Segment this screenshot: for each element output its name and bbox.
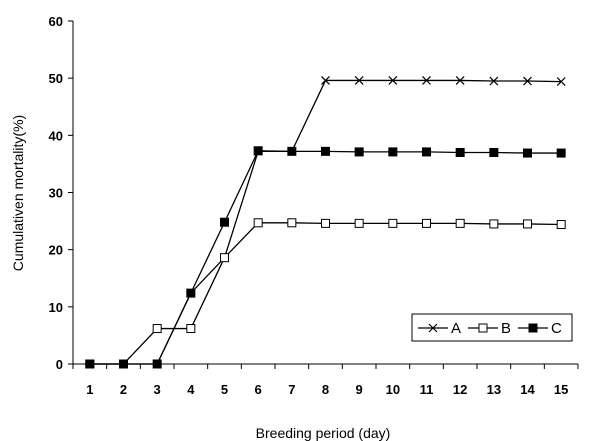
data-point xyxy=(556,77,566,87)
data-point xyxy=(354,147,364,157)
data-point xyxy=(220,253,229,263)
x-tick-label: 12 xyxy=(453,382,467,397)
y-tick-label: 10 xyxy=(49,300,63,315)
data-point xyxy=(354,218,364,228)
x-tick-label: 1 xyxy=(86,382,93,397)
legend-label: C xyxy=(551,320,562,337)
data-point xyxy=(556,220,566,230)
axes xyxy=(72,21,578,365)
data-point xyxy=(85,359,95,369)
series-layer xyxy=(85,76,566,369)
data-point xyxy=(489,76,499,86)
data-point xyxy=(321,218,330,228)
x-tick-label: 9 xyxy=(356,382,363,397)
data-point xyxy=(422,76,431,85)
legend-marker xyxy=(528,323,538,333)
data-point xyxy=(523,219,532,229)
legend-item-a: A xyxy=(418,320,461,337)
y-tick-label: 50 xyxy=(49,71,63,86)
data-point xyxy=(523,148,532,158)
data-point xyxy=(455,218,465,228)
data-point xyxy=(253,146,263,156)
x-tick-label: 13 xyxy=(487,382,501,397)
x-tick-label: 11 xyxy=(420,382,434,397)
series-b xyxy=(85,218,566,369)
x-tick-label: 6 xyxy=(255,382,262,397)
data-point xyxy=(119,359,128,369)
x-tick-label: 15 xyxy=(554,382,568,397)
x-tick-label: 3 xyxy=(154,382,161,397)
x-tick-label: 7 xyxy=(288,382,295,397)
data-point xyxy=(253,218,263,228)
x-tick-label: 2 xyxy=(120,382,127,397)
x-tick-label: 5 xyxy=(221,382,228,397)
data-point xyxy=(422,218,431,228)
legend-label: A xyxy=(451,320,461,337)
data-point xyxy=(354,76,364,85)
series-line xyxy=(89,222,562,365)
y-axis-label: Cumulativen mortality(%) xyxy=(10,115,26,271)
data-point xyxy=(321,146,330,156)
data-point xyxy=(388,147,398,157)
legend-marker xyxy=(478,323,488,333)
y-tick-label: 30 xyxy=(49,186,63,201)
x-axis-ticks: 1 2 3 4 5 6 7 8 9 10 11 12 13 14 15 xyxy=(72,364,579,397)
data-point xyxy=(388,218,398,228)
y-tick-label: 40 xyxy=(49,128,63,143)
data-point xyxy=(152,324,162,334)
data-point xyxy=(321,76,330,85)
data-point xyxy=(455,76,465,85)
x-tick-label: 14 xyxy=(520,382,535,397)
data-point xyxy=(287,146,297,156)
data-point xyxy=(556,148,566,158)
y-tick-label: 0 xyxy=(56,357,63,372)
data-point xyxy=(388,76,398,85)
legend-label: B xyxy=(501,320,511,337)
data-point xyxy=(489,219,499,229)
data-point xyxy=(422,147,431,157)
data-point xyxy=(186,288,196,298)
data-point xyxy=(455,147,465,157)
data-point xyxy=(287,218,297,228)
data-point xyxy=(186,324,196,334)
x-tick-label: 8 xyxy=(322,382,329,397)
legend-item-c: C xyxy=(518,320,562,337)
y-tick-label: 60 xyxy=(49,14,63,29)
data-point xyxy=(489,147,499,157)
y-axis-ticks: 0 10 20 30 40 50 60 xyxy=(49,14,73,372)
data-point xyxy=(523,76,532,86)
legend-item-b: B xyxy=(468,320,511,337)
x-axis-label: Breeding period (day) xyxy=(256,425,391,441)
legend: A B C xyxy=(411,313,573,342)
x-tick-label: 4 xyxy=(187,382,195,397)
x-tick-label: 10 xyxy=(386,382,400,397)
data-point xyxy=(220,217,229,227)
data-point xyxy=(152,359,162,369)
legend-marker xyxy=(428,323,438,333)
y-tick-label: 20 xyxy=(49,243,63,258)
series-c xyxy=(85,146,566,369)
